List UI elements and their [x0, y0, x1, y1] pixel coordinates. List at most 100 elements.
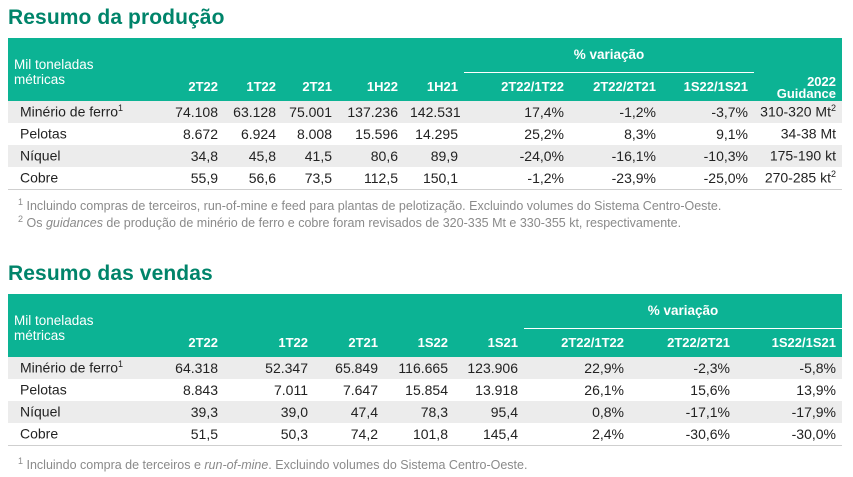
table-cell: 13.918 [454, 378, 524, 401]
table-cell: -24,0% [464, 144, 570, 167]
table-row: Cobre 51,5 50,3 74,2 101,8 145,4 2,4% -30,6% -30… [8, 422, 842, 446]
column-header: 2T22/2T21 [570, 72, 662, 101]
column-header: 1S22/1S21 [736, 328, 842, 357]
column-header: 2T22/1T22 [524, 328, 630, 357]
footnote-text: Incluindo compra de terceiros e [26, 458, 205, 473]
table-cell: 74,2 [314, 422, 384, 446]
column-header: 1H21 [404, 72, 464, 101]
table-cell: 145,4 [454, 422, 524, 446]
table-cell: 22,9% [524, 356, 630, 379]
table-cell: 101,8 [384, 422, 454, 446]
table-cell: -5,8% [736, 356, 842, 379]
footnote-text: de produção de minério de ferro e cobre … [102, 216, 682, 231]
table-cell: 8.843 [154, 378, 224, 401]
table-cell: 25,2% [464, 122, 570, 145]
table-row: Pelotas 8.672 6.924 8.008 15.596 14.295 25,2% 8… [8, 122, 842, 145]
column-header: 2T22 [154, 328, 224, 357]
table-cell: 75.001 [282, 100, 338, 123]
row-label: Cobre [8, 166, 154, 190]
production-title: Resumo da produção [8, 6, 225, 29]
column-header: 2T22 [154, 72, 224, 101]
footnote-marker: 1 [18, 197, 24, 207]
table-cell: -10,3% [662, 144, 754, 167]
footnote-text: Incluindo compras de terceiros, run-of-m… [26, 199, 722, 214]
column-header: 1T22 [224, 328, 314, 357]
table-row: Níquel 34,8 45,8 41,5 80,6 89,9 -24,0% -16,1% -1… [8, 144, 842, 167]
table-cell: 55,9 [154, 166, 224, 190]
table-row: Níquel 39,3 39,0 47,4 78,3 95,4 0,8% -17,1% -17,… [8, 400, 842, 423]
row-label: Pelotas [8, 122, 154, 145]
row-label: Cobre [8, 422, 154, 446]
table-cell: -30,0% [736, 422, 842, 446]
table-cell: 63.128 [224, 100, 282, 123]
table-cell: 137.236 [338, 100, 404, 123]
sales-title: Resumo das vendas [8, 262, 213, 285]
row-label: Níquel [8, 144, 154, 167]
footnote-marker: 2 [18, 214, 24, 224]
table-cell: -17,9% [736, 400, 842, 423]
table-cell: 80,6 [338, 144, 404, 167]
table-cell: 8.008 [282, 122, 338, 145]
table-cell: 52.347 [224, 356, 314, 379]
table-cell: 15.596 [338, 122, 404, 145]
table-cell: 73,5 [282, 166, 338, 190]
table-cell: 7.647 [314, 378, 384, 401]
guidance-cell: 310-320 Mt2 [754, 100, 842, 123]
table-cell: -16,1% [570, 144, 662, 167]
row-label: Pelotas [8, 378, 154, 401]
table-cell: 123.906 [454, 356, 524, 379]
variation-header: % variação [524, 294, 842, 329]
guidance-cell: 270-285 kt2 [754, 166, 842, 190]
column-header: 2T22/1T22 [464, 72, 570, 101]
table-row: Minério de ferro1 64.318 52.347 65.849 116.6… [8, 356, 842, 379]
table-cell: -1,2% [464, 166, 570, 190]
table-cell: 89,9 [404, 144, 464, 167]
table-cell: 9,1% [662, 122, 754, 145]
table-cell: 45,8 [224, 144, 282, 167]
production-footnote-1: 1 Incluindo compras de terceiros, run-of… [18, 197, 721, 213]
table-row: Cobre 55,9 56,6 73,5 112,5 150,1 -1,2% -23,9% -2… [8, 166, 842, 190]
header-label-line1: Mil toneladas [8, 38, 154, 72]
column-header: 1S22 [384, 328, 454, 357]
header-label-line2: métricas [8, 328, 154, 357]
sales-table: Mil toneladas % variação métricas 2T22 1… [8, 294, 842, 446]
guidance-cell: 175-190 kt [754, 144, 842, 167]
footnote-italic: guidances [45, 216, 103, 231]
table-cell: 39,0 [224, 400, 314, 423]
table-cell: -30,6% [630, 422, 736, 446]
table-cell: 65.849 [314, 356, 384, 379]
footnote-text: Os [26, 216, 46, 231]
table-cell: -23,9% [570, 166, 662, 190]
table-cell: 142.531 [404, 100, 464, 123]
table-cell: 0,8% [524, 400, 630, 423]
row-label: Níquel [8, 400, 154, 423]
table-cell: 74.108 [154, 100, 224, 123]
table-cell: 13,9% [736, 378, 842, 401]
row-label: Minério de ferro1 [8, 100, 154, 123]
table-cell: 51,5 [154, 422, 224, 446]
column-header: 2T21 [314, 328, 384, 357]
table-row: Minério de ferro1 74.108 63.128 75.001 137.2… [8, 100, 842, 123]
footnote-text: . Excluindo volumes do Sistema Centro-Oe… [268, 458, 528, 473]
column-header: 1S22/1S21 [662, 72, 754, 101]
table-cell: 8,3% [570, 122, 662, 145]
row-label: Minério de ferro1 [8, 356, 154, 379]
table-cell: 47,4 [314, 400, 384, 423]
table-cell: 41,5 [282, 144, 338, 167]
table-cell: -1,2% [570, 100, 662, 123]
table-cell: 39,3 [154, 400, 224, 423]
table-cell: 17,4% [464, 100, 570, 123]
table-cell: 6.924 [224, 122, 282, 145]
header-label-line2: métricas [8, 72, 154, 101]
footnote-italic: run-of-mine [204, 458, 269, 473]
production-footnote-2: 2 Os guidances de produção de minério de… [18, 214, 681, 230]
column-header: 1H22 [338, 72, 404, 101]
table-cell: 50,3 [224, 422, 314, 446]
table-cell: 15.854 [384, 378, 454, 401]
column-header: 2T22/2T21 [630, 328, 736, 357]
table-cell: 64.318 [154, 356, 224, 379]
guidance-header: 2022 Guidance [754, 72, 842, 101]
table-cell: -3,7% [662, 100, 754, 123]
table-cell: 116.665 [384, 356, 454, 379]
table-cell: 112,5 [338, 166, 404, 190]
